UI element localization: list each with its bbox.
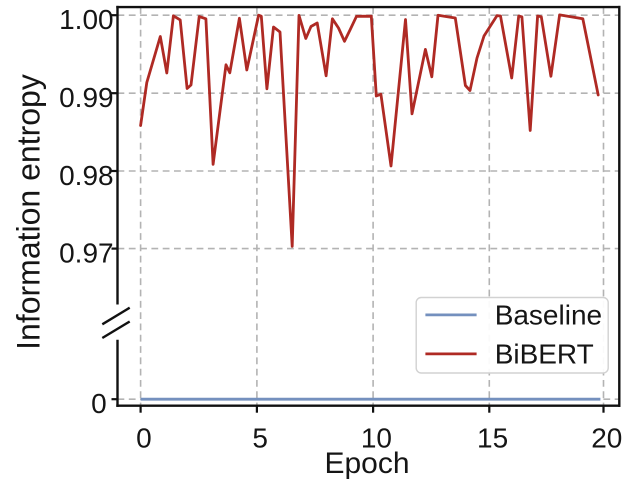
svg-text:0: 0 [91, 388, 107, 419]
svg-text:0.98: 0.98 [59, 160, 114, 191]
svg-text:1.00: 1.00 [59, 4, 114, 35]
svg-text:5: 5 [252, 423, 268, 454]
svg-text:Baseline: Baseline [495, 300, 602, 331]
svg-text:Epoch: Epoch [324, 447, 409, 480]
svg-text:10: 10 [361, 423, 392, 454]
svg-text:20: 20 [591, 423, 622, 454]
svg-text:0: 0 [136, 423, 152, 454]
svg-text:Information entropy: Information entropy [11, 74, 47, 350]
svg-text:BiBERT: BiBERT [495, 339, 594, 370]
svg-text:0.99: 0.99 [59, 82, 114, 113]
svg-text:15: 15 [477, 423, 508, 454]
svg-text:0.97: 0.97 [59, 238, 114, 269]
